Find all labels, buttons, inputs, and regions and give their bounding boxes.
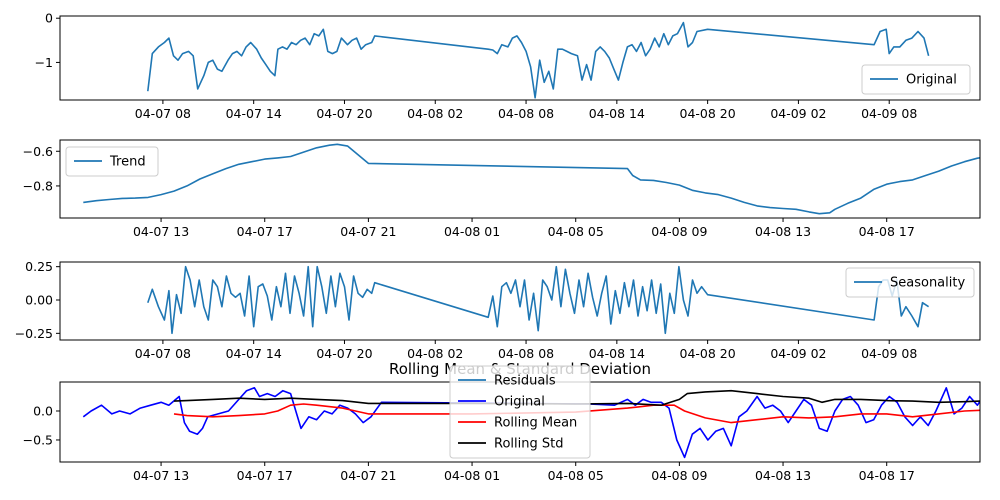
original-legend-label: Original (906, 73, 957, 88)
residuals-x-tick-label: 04-08 17 (859, 468, 915, 483)
residuals-x-tick-label: 04-08 01 (444, 468, 500, 483)
original-x-tick-label: 04-08 20 (680, 106, 736, 121)
trend-y-tick-label: −0.8 (23, 178, 53, 193)
residuals-legend-label: Rolling Mean (494, 416, 577, 431)
seasonality-x-tick-label: 04-07 20 (316, 346, 372, 361)
trend-legend: Trend (65, 146, 159, 177)
residuals-x-tick-label: 04-07 17 (237, 468, 293, 483)
original-y-tick-label: 0 (45, 11, 53, 26)
original-x-tick-label: 04-09 08 (861, 106, 917, 121)
residuals-y-tick-label: −0.5 (23, 432, 53, 447)
seasonality-axes: 04-07 08 04-07 14 04-07 20 04-08 02 04-08 08… (15, 259, 981, 361)
trend-x-tick-label: 04-07 17 (237, 224, 293, 239)
seasonality-x-tick-label: 04-08 20 (680, 346, 736, 361)
trend-axes-frame (59, 139, 981, 219)
residuals-axes: 04-07 13 04-07 17 04-07 21 04-08 01 04-08 05… (23, 381, 981, 483)
residuals-legend-label: Original (494, 395, 545, 410)
residuals-x-tick-label: 04-08 09 (651, 468, 707, 483)
original-axes-frame (59, 15, 981, 101)
seasonality-x-tick-label: 04-07 08 (135, 346, 191, 361)
residuals-legend: Residuals Original Rolling Mean Rolling Std (449, 365, 591, 459)
seasonality-x-tick-label: 04-09 02 (770, 346, 826, 361)
original-y-tick-label: −1 (35, 55, 53, 70)
original-x-tick-label: 04-08 14 (589, 106, 645, 121)
seasonality-axes-frame (59, 261, 981, 341)
original-x-tick-label: 04-08 08 (498, 106, 554, 121)
residuals-y-tick-label: 0.0 (33, 403, 53, 418)
residuals-x-tick-label: 04-07 21 (340, 468, 396, 483)
original-x-tick-label: 04-07 20 (316, 106, 372, 121)
seasonality-series-0-line (147, 265, 930, 335)
seasonality-x-tick-label: 04-08 02 (407, 346, 463, 361)
trend-y-tick-label: −0.6 (23, 144, 53, 159)
residuals-legend-label: Rolling Std (494, 437, 563, 452)
residuals-series-rolling-mean-line (173, 403, 980, 424)
original-x-tick-label: 04-07 14 (226, 106, 282, 121)
residuals-x-tick-label: 04-08 13 (755, 468, 811, 483)
residuals-legend-label: Residuals (494, 374, 556, 389)
residuals-x-tick-label: 04-07 13 (133, 468, 189, 483)
trend-x-tick-label: 04-07 21 (340, 224, 396, 239)
original-x-tick-label: 04-07 08 (135, 106, 191, 121)
trend-x-tick-label: 04-08 17 (859, 224, 915, 239)
trend-x-tick-label: 04-07 13 (133, 224, 189, 239)
seasonality-y-tick-label: 0.25 (25, 259, 53, 274)
seasonality-x-tick-label: 04-08 14 (589, 346, 645, 361)
trend-x-tick-label: 04-08 09 (651, 224, 707, 239)
seasonality-x-tick-label: 04-09 08 (861, 346, 917, 361)
original-series-0-line (147, 21, 930, 99)
trend-axes: 04-07 13 04-07 17 04-07 21 04-08 01 04-08 05… (23, 139, 981, 239)
original-axes: 04-07 08 04-07 14 04-07 20 04-08 02 04-08 08… (35, 11, 981, 121)
seasonality-x-tick-label: 04-08 08 (498, 346, 554, 361)
trend-legend-label: Trend (109, 155, 146, 170)
trend-x-tick-label: 04-08 13 (755, 224, 811, 239)
trend-x-tick-label: 04-08 01 (444, 224, 500, 239)
trend-x-tick-label: 04-08 05 (548, 224, 604, 239)
seasonality-legend: Seasonality (845, 267, 975, 298)
residuals-series-rolling-std-line (173, 389, 980, 406)
original-legend: Original (861, 64, 971, 95)
seasonality-y-tick-label: 0.00 (25, 293, 53, 308)
seasonality-y-tick-label: −0.25 (15, 326, 53, 341)
seasonality-x-tick-label: 04-07 14 (226, 346, 282, 361)
trend-series-0-line (83, 143, 980, 215)
residuals-x-tick-label: 04-08 05 (548, 468, 604, 483)
original-x-tick-label: 04-09 02 (770, 106, 826, 121)
original-x-tick-label: 04-08 02 (407, 106, 463, 121)
seasonality-legend-label: Seasonality (890, 276, 965, 291)
